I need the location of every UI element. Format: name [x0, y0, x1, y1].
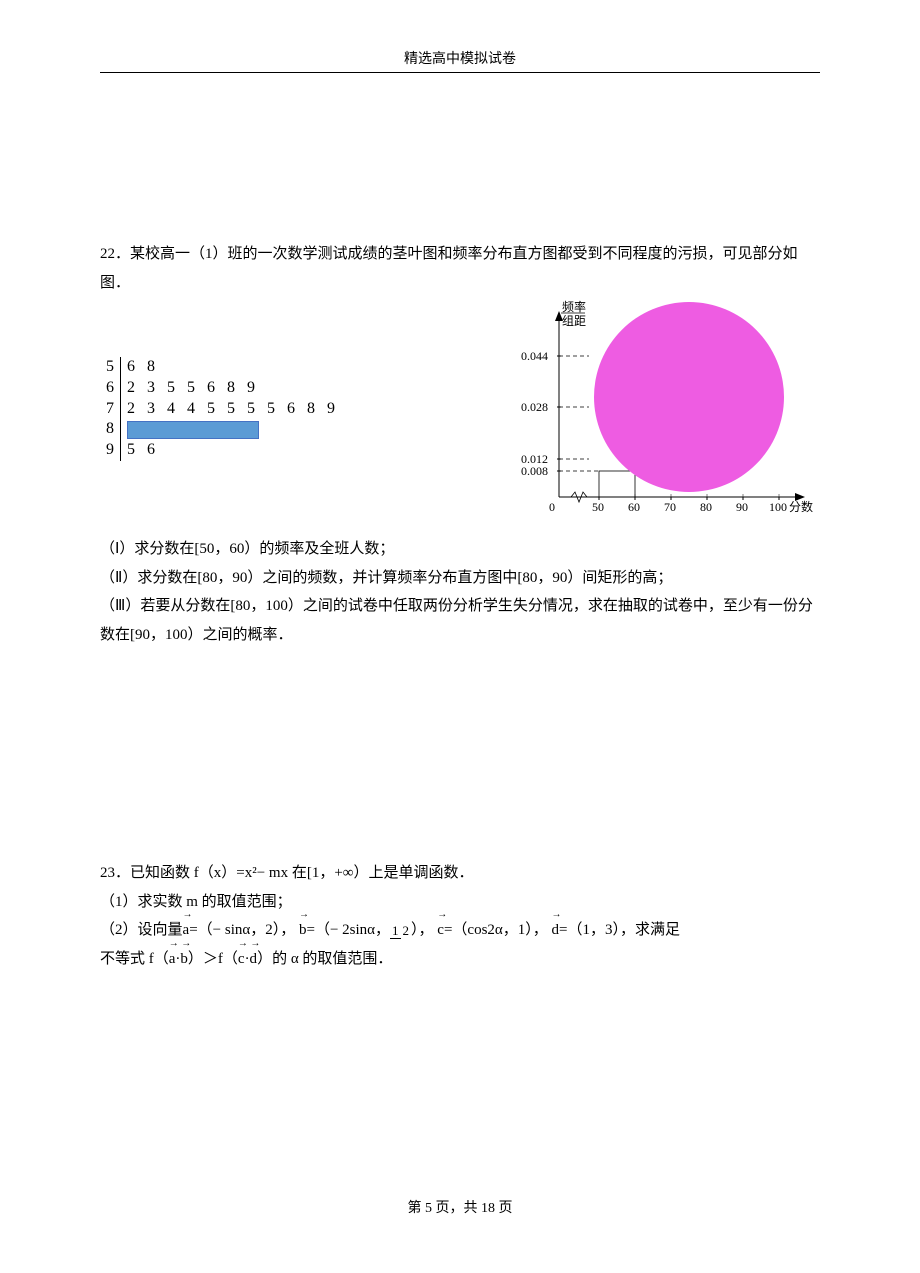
footer-page: 5 — [425, 1201, 432, 1216]
leaf-1: 2 3 5 5 6 8 9 — [121, 378, 346, 399]
q23-part2-before: （2）设向量 — [100, 922, 183, 938]
page-footer: 第 5 页，共 18 页 — [0, 1197, 920, 1217]
header-rule — [100, 72, 820, 73]
vec-ab: → →a·b — [169, 945, 188, 974]
hist-ylabel-bot: 组距 — [562, 314, 586, 328]
vec-cd: → →c·d — [238, 945, 257, 974]
damage-circle — [594, 302, 784, 492]
q22-part3-l2: 数在[90，100）之间的概率． — [100, 627, 293, 643]
content: 22．某校高一（1）班的一次数学测试成绩的茎叶图和频率分布直方图都受到不同程度的… — [100, 240, 820, 973]
stem-2: 7 — [100, 399, 121, 420]
q22-intro-l2: 图． — [100, 275, 130, 291]
q22-number: 22． — [100, 246, 130, 262]
eq-a: =（− sinα，2）， — [189, 922, 295, 938]
ytick-3: 0.008 — [521, 464, 548, 478]
vec-c: →c — [437, 916, 444, 945]
q22-part2: （Ⅱ）求分数在[80，90）之间的频数，并计算频率分布直方图中[80，90）间矩… — [100, 564, 820, 593]
q23-number: 23． — [100, 865, 130, 881]
footer-mid: 页，共 — [432, 1201, 481, 1216]
page-header: 精选高中模拟试卷 — [0, 48, 920, 68]
histogram-svg: 频率 组距 0.044 0.028 0.012 0.008 — [499, 297, 819, 527]
ineq-after: ）的 α 的取值范围． — [257, 951, 392, 967]
stem-leaf-plot: 5 6 8 6 2 3 5 5 6 8 9 7 2 3 4 4 5 5 5 5 … — [100, 357, 345, 461]
q22-subquestions: （Ⅰ）求分数在[50，60）的频率及全班人数； （Ⅱ）求分数在[80，90）之间… — [100, 535, 820, 649]
xtick-3: 70 — [664, 500, 676, 514]
frac-half: 12 — [390, 924, 411, 938]
leaf-4: 5 6 — [121, 440, 346, 461]
q23-part2-line2: 不等式 f（→ →a·b）＞f（→ →c·d）的 α 的取值范围． — [100, 945, 820, 974]
ytick-1: 0.028 — [521, 400, 548, 414]
footer-suffix: 页 — [495, 1201, 513, 1216]
q23-part1: （1）求实数 m 的取值范围； — [100, 888, 820, 917]
footer-prefix: 第 — [408, 1201, 426, 1216]
ineq-before: 不等式 f（ — [100, 951, 169, 967]
stem-4: 9 — [100, 440, 121, 461]
vec-d: →d — [552, 916, 560, 945]
q22-part3-l1: （Ⅲ）若要从分数在[80，100）之间的试卷中任取两份分析学生失分情况，求在抽取… — [100, 598, 813, 614]
q23: 23．已知函数 f（x）=x²− mx 在[1，+∞）上是单调函数． （1）求实… — [100, 859, 820, 973]
xtick-4: 80 — [700, 500, 712, 514]
damage-bar — [127, 421, 259, 439]
eq-b: =（− 2sinα， — [306, 922, 390, 938]
ineq-mid: ）＞f（ — [188, 951, 238, 967]
ytick-0: 0.044 — [521, 349, 548, 363]
stem-3: 8 — [100, 419, 121, 440]
xtick-2: 60 — [628, 500, 640, 514]
q22-part1: （Ⅰ）求分数在[50，60）的频率及全班人数； — [100, 535, 820, 564]
hist-ylabel-top: 频率 — [562, 299, 586, 314]
xtick-1: 50 — [592, 500, 604, 514]
eq-b2: ）， — [411, 922, 434, 938]
eq-c: =（cos2α，1）， — [444, 922, 548, 938]
vec-b: →b — [299, 916, 307, 945]
q23-intro: 已知函数 f（x）=x²− mx 在[1，+∞）上是单调函数． — [130, 865, 473, 881]
q23-part2-after: ，求满足 — [620, 922, 680, 938]
q22-intro-l1: 某校高一（1）班的一次数学测试成绩的茎叶图和频率分布直方图都受到不同程度的污损，… — [130, 246, 798, 262]
leaf-3-damaged — [121, 419, 346, 440]
histogram: 频率 组距 0.044 0.028 0.012 0.008 — [499, 297, 819, 527]
header-title: 精选高中模拟试卷 — [404, 52, 516, 67]
stem-0: 5 — [100, 357, 121, 378]
xtick-0: 0 — [549, 500, 555, 514]
figure-row: 5 6 8 6 2 3 5 5 6 8 9 7 2 3 4 4 5 5 5 5 … — [100, 297, 820, 527]
q23-part2-line1: （2）设向量→a=（− sinα，2）， →b=（− 2sinα，12）， →c… — [100, 916, 820, 945]
eq-d: =（1，3） — [559, 922, 620, 938]
leaf-0: 6 8 — [121, 357, 346, 378]
xtick-6: 100 — [769, 500, 787, 514]
hist-xlabel: 分数 — [789, 499, 813, 514]
leaf-2: 2 3 4 4 5 5 5 5 6 8 9 — [121, 399, 346, 420]
stem-1: 6 — [100, 378, 121, 399]
xtick-5: 90 — [736, 500, 748, 514]
footer-total: 18 — [481, 1201, 495, 1216]
q22-intro: 22．某校高一（1）班的一次数学测试成绩的茎叶图和频率分布直方图都受到不同程度的… — [100, 240, 820, 297]
